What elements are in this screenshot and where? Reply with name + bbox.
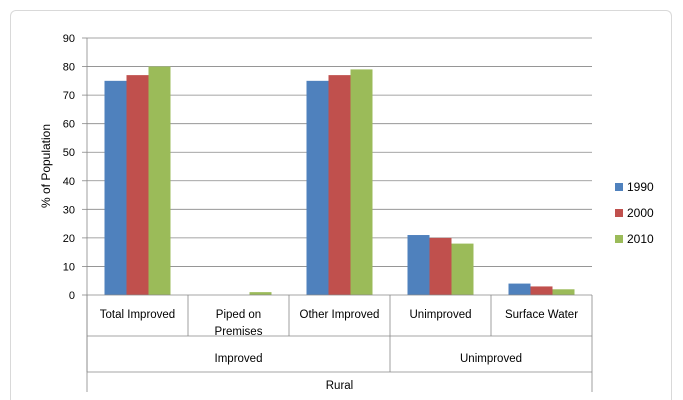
legend-swatch-1990 [615, 183, 623, 191]
bar-2010-2 [249, 292, 272, 295]
y-tick-label: 80 [63, 62, 75, 74]
bar-1990-3 [306, 80, 329, 295]
x-supergroup-label: Rural [326, 380, 353, 392]
y-tick-label: 70 [63, 90, 75, 102]
y-tick-label: 30 [63, 204, 75, 216]
bar-1990-4 [407, 235, 430, 295]
legend: 1990 2000 2010 [615, 180, 654, 246]
y-tick-label: 20 [63, 233, 75, 245]
bar-1990-1 [104, 80, 127, 295]
y-axis-title: % of Population [39, 124, 53, 208]
bar-2010-3 [350, 69, 373, 296]
bar-2010-5 [552, 289, 575, 295]
y-tick-label: 60 [63, 119, 75, 131]
x-group-label: Improved [215, 353, 263, 365]
x-category-label: Premises [215, 326, 263, 338]
bar-2000-4 [429, 237, 452, 295]
x-category-label: Surface Water [505, 309, 578, 321]
y-tick-label: 90 [63, 33, 75, 45]
x-category-label: Total Improved [100, 309, 175, 321]
bar-2000-5 [530, 286, 553, 295]
x-category-label: Other Improved [300, 309, 380, 321]
y-tick-label: 10 [63, 261, 75, 273]
bar-1990-5 [508, 283, 531, 295]
legend-label: 1990 [627, 180, 654, 194]
y-tick-label: 50 [63, 147, 75, 159]
legend-label: 2000 [627, 206, 654, 220]
bars [104, 66, 575, 296]
bar-2000-3 [328, 75, 351, 295]
axes: 0 10 20 30 40 50 60 70 80 90 Total Improved Piped o… [63, 33, 593, 392]
x-group-label: Unimproved [460, 353, 522, 365]
bar-2000-1 [126, 75, 149, 295]
x-category-label: Unimproved [410, 309, 472, 321]
y-tick-label: 0 [69, 290, 75, 302]
y-tick-label: 40 [63, 176, 75, 188]
legend-swatch-2000 [615, 209, 623, 217]
x-category-label: Piped on [216, 309, 261, 321]
legend-label: 2010 [627, 232, 654, 246]
bar-2010-4 [451, 243, 474, 295]
bar-2010-1 [148, 66, 171, 295]
legend-swatch-2010 [615, 235, 623, 243]
